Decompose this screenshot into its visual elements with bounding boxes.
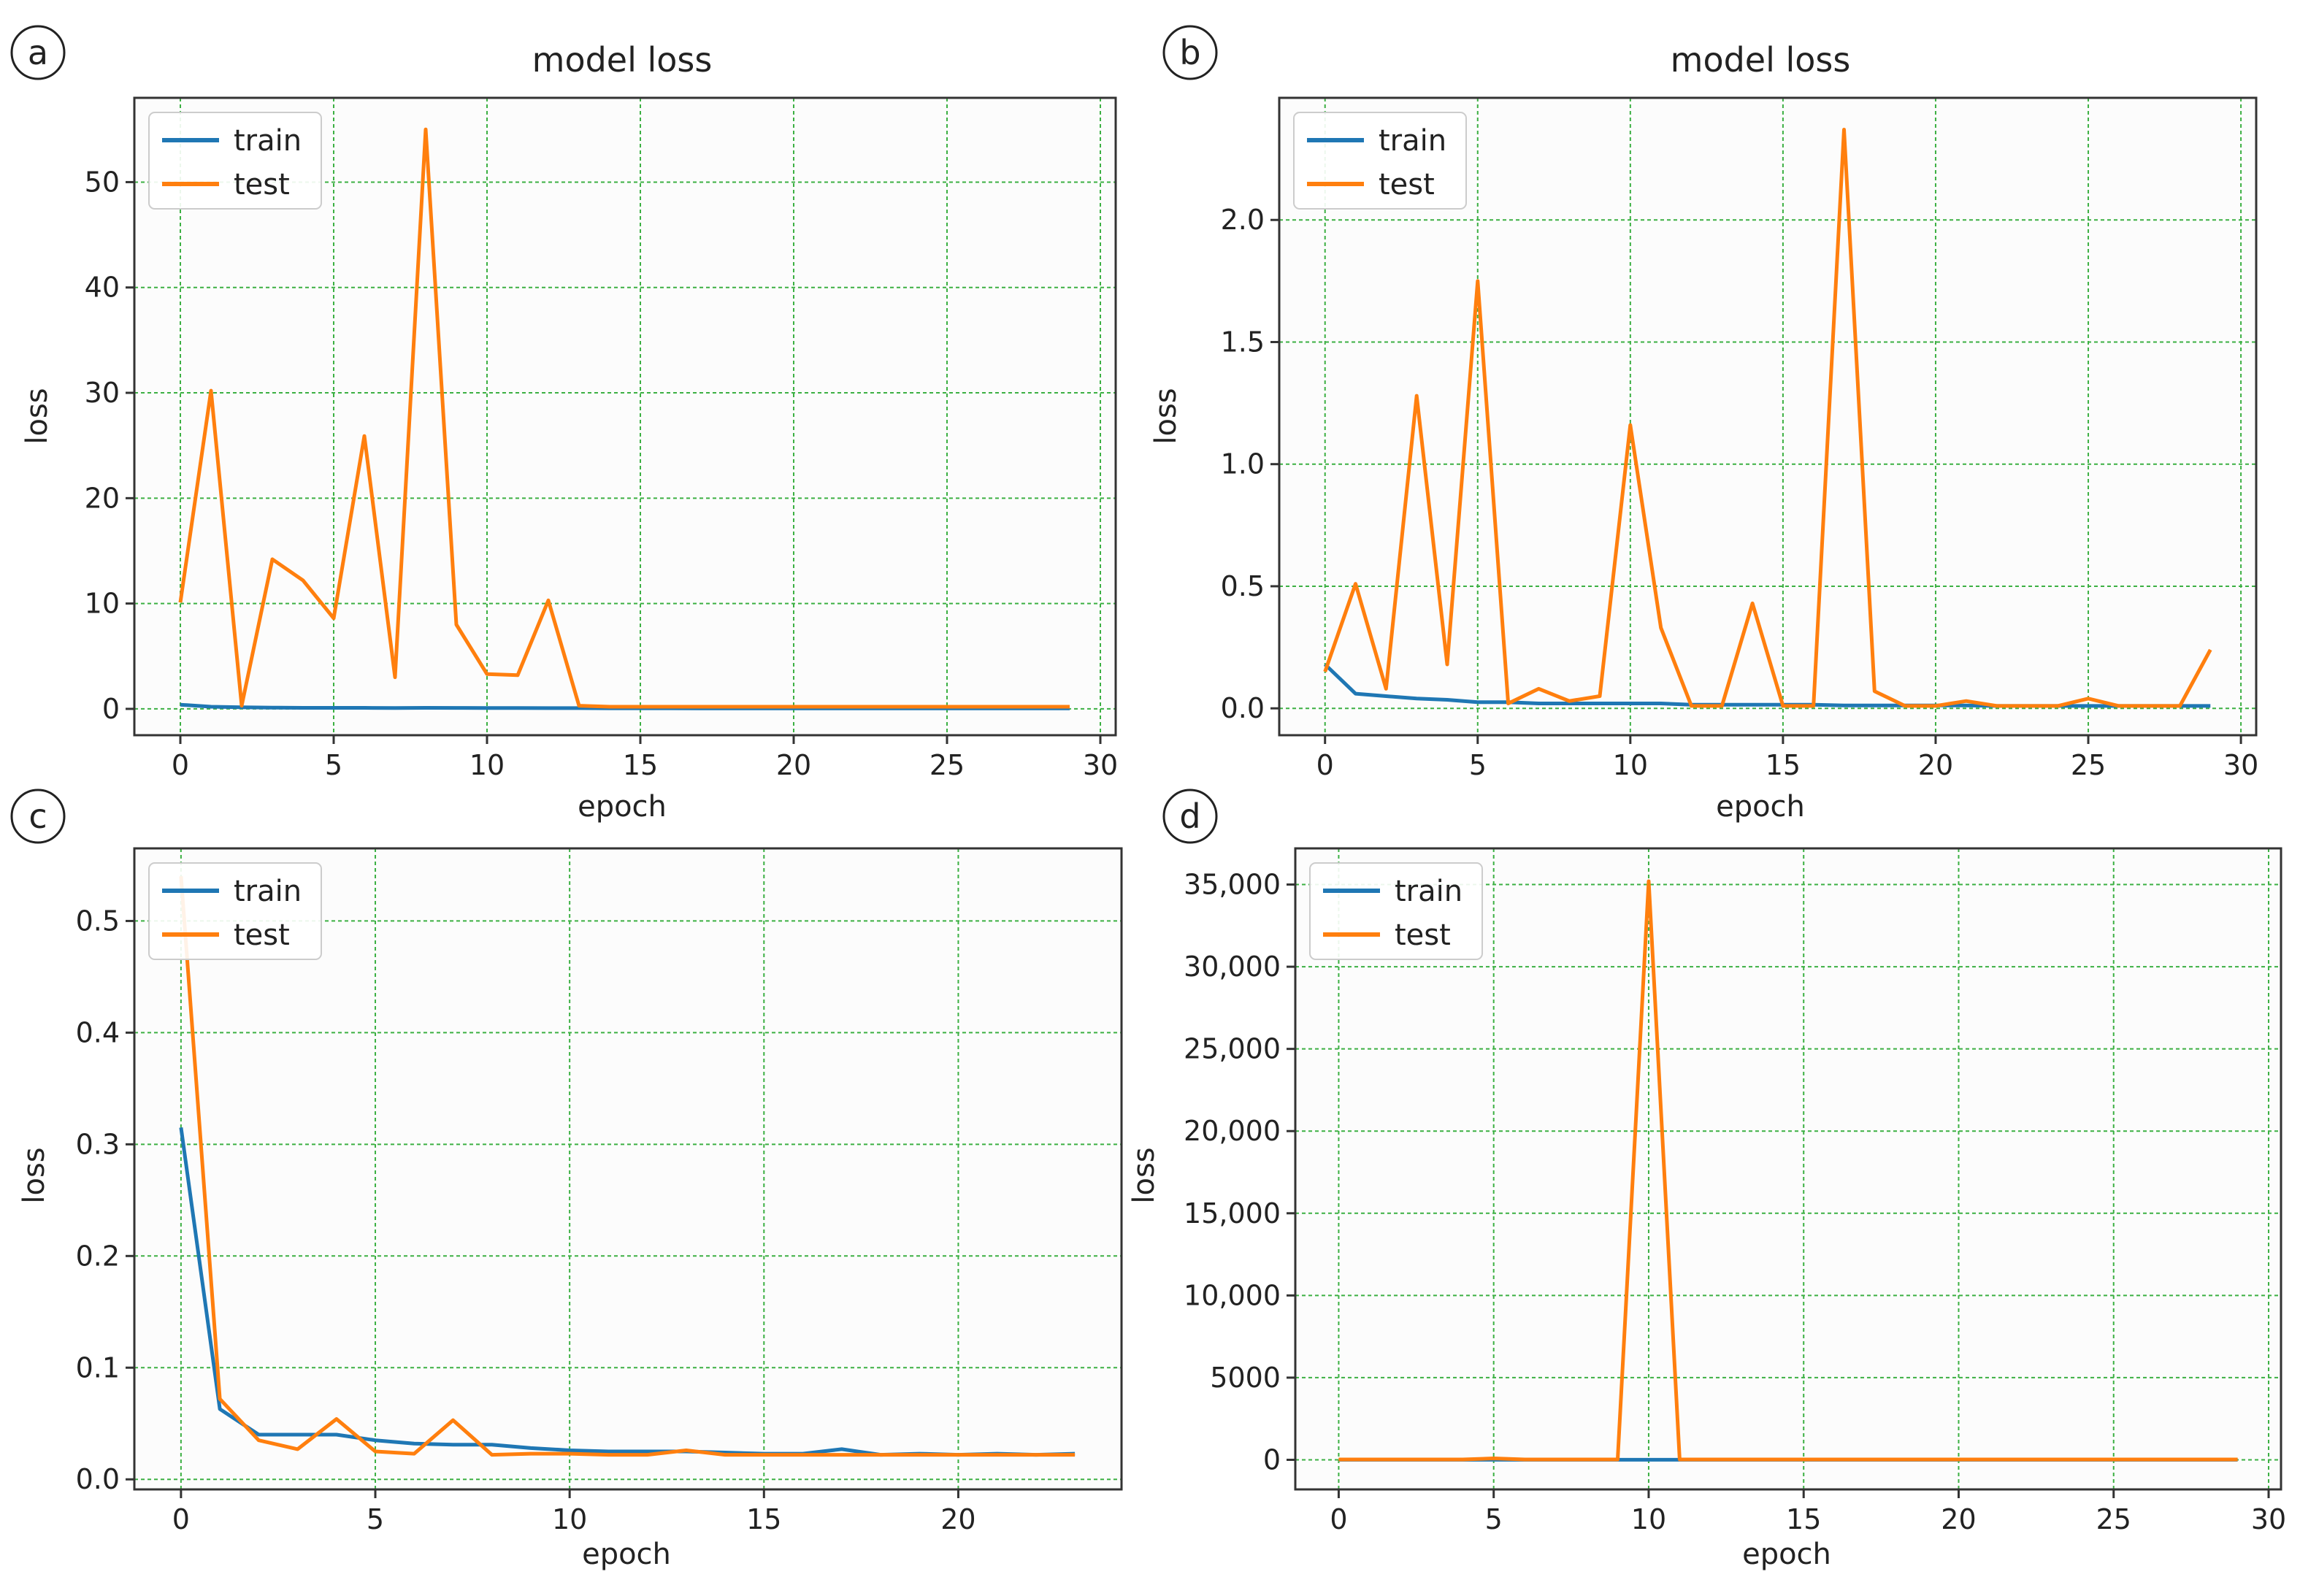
x-tick-label: 5 bbox=[1485, 1503, 1503, 1535]
x-tick-label: 15 bbox=[623, 749, 658, 781]
legend: train test bbox=[1293, 112, 1467, 210]
axes-frame bbox=[1294, 847, 2282, 1491]
y-axis-label: loss bbox=[1127, 1147, 1161, 1203]
x-axis-label: epoch bbox=[1742, 1538, 1831, 1571]
panel-label-circle bbox=[10, 789, 66, 844]
x-tick-label: 20 bbox=[940, 1503, 975, 1535]
y-axis-label: loss bbox=[1149, 388, 1183, 444]
x-tick-label: 10 bbox=[1631, 1503, 1666, 1535]
y-tick-label: 0.1 bbox=[76, 1351, 120, 1384]
x-axis-label: epoch bbox=[1716, 790, 1805, 824]
y-tick-label: 0 bbox=[102, 693, 120, 725]
x-tick-label: 0 bbox=[172, 749, 189, 781]
y-tick-label: 5000 bbox=[1210, 1362, 1281, 1394]
y-tick-label: 50 bbox=[85, 166, 120, 198]
x-tick-label: 30 bbox=[1083, 749, 1118, 781]
axes-frame bbox=[133, 847, 1123, 1491]
series-line-test bbox=[178, 127, 1070, 709]
y-axis-label: loss bbox=[20, 388, 54, 444]
x-tick-label: 25 bbox=[2071, 749, 2106, 781]
y-tick-label: 35,000 bbox=[1184, 869, 1281, 901]
x-tick-label: 5 bbox=[325, 749, 342, 781]
series-line-test bbox=[1323, 128, 2212, 708]
legend: train test bbox=[148, 862, 322, 960]
panel-label-circle bbox=[1162, 25, 1218, 80]
chart-panel-d: 0 5 10 15 20 25 30 0 5000 10,000 15,000 20,000 25,00… bbox=[1127, 789, 2286, 1571]
legend-label-test: test bbox=[1395, 918, 1451, 952]
legend-label-train: train bbox=[234, 875, 302, 908]
x-tick-label: 10 bbox=[469, 749, 505, 781]
y-tick-label: 20 bbox=[85, 482, 120, 514]
x-axis-label: epoch bbox=[582, 1538, 671, 1571]
y-tick-label: 1.5 bbox=[1221, 326, 1265, 358]
legend-label-test: test bbox=[1379, 168, 1435, 202]
x-tick-label: 0 bbox=[1330, 1503, 1347, 1535]
axes-frame bbox=[1278, 96, 2258, 737]
y-tick-label: 20,000 bbox=[1184, 1115, 1281, 1147]
y-tick-label: 0.2 bbox=[76, 1240, 120, 1272]
x-tick-label: 0 bbox=[1316, 749, 1334, 781]
chart-panel-b: 0 5 10 15 20 25 30 0.0 0.5 1.0 1.5 2.0 model loss epo… bbox=[1149, 25, 2258, 824]
legend-label-test: test bbox=[234, 168, 290, 202]
x-tick-label: 15 bbox=[1786, 1503, 1821, 1535]
y-tick-label: 0.5 bbox=[76, 905, 120, 937]
x-tick-label: 25 bbox=[2096, 1503, 2131, 1535]
panel-label-circle bbox=[1162, 789, 1218, 844]
series-line-test bbox=[179, 876, 1076, 1457]
panel-label: d bbox=[1179, 797, 1200, 836]
panel-label: a bbox=[28, 33, 48, 72]
panel-label-circle bbox=[10, 25, 66, 80]
y-tick-label: 30,000 bbox=[1184, 951, 1281, 983]
x-tick-label: 0 bbox=[172, 1503, 190, 1535]
y-tick-label: 0.3 bbox=[76, 1128, 120, 1160]
x-tick-label: 5 bbox=[1469, 749, 1487, 781]
x-tick-label: 30 bbox=[2251, 1503, 2286, 1535]
x-tick-label: 10 bbox=[1613, 749, 1648, 781]
x-tick-label: 20 bbox=[1941, 1503, 1976, 1535]
legend-label-test: test bbox=[234, 918, 290, 952]
x-tick-label: 15 bbox=[1766, 749, 1801, 781]
series-line-test bbox=[1338, 879, 2238, 1462]
legend-label-train: train bbox=[1379, 124, 1446, 158]
y-axis-label: loss bbox=[18, 1147, 51, 1203]
legend-label-train: train bbox=[1395, 875, 1463, 908]
chart-title: model loss bbox=[532, 40, 713, 80]
legend-label-train: train bbox=[234, 124, 302, 158]
x-tick-label: 10 bbox=[552, 1503, 587, 1535]
axes-frame bbox=[133, 96, 1117, 737]
chart-title: model loss bbox=[1671, 40, 1851, 80]
chart-panel-a: 0 5 10 15 20 25 30 0 10 20 30 40 50 model loss epoch lo… bbox=[10, 25, 1118, 824]
x-tick-label: 5 bbox=[367, 1503, 384, 1535]
x-tick-label: 30 bbox=[2223, 749, 2258, 781]
y-tick-label: 0.5 bbox=[1221, 570, 1265, 602]
y-tick-label: 10,000 bbox=[1184, 1279, 1281, 1311]
y-tick-label: 0.4 bbox=[76, 1016, 120, 1048]
x-tick-label: 20 bbox=[1918, 749, 1953, 781]
panel-label: c bbox=[28, 797, 47, 836]
y-tick-label: 30 bbox=[85, 377, 120, 409]
x-tick-label: 15 bbox=[746, 1503, 781, 1535]
panel-label: b bbox=[1179, 33, 1200, 72]
y-tick-label: 0.0 bbox=[1221, 692, 1265, 724]
legend: train test bbox=[148, 112, 322, 210]
y-tick-label: 10 bbox=[85, 588, 120, 620]
y-tick-label: 0.0 bbox=[76, 1463, 120, 1495]
x-tick-label: 20 bbox=[776, 749, 811, 781]
x-axis-label: epoch bbox=[578, 790, 667, 824]
y-tick-label: 1.0 bbox=[1221, 448, 1265, 480]
y-tick-label: 15,000 bbox=[1184, 1197, 1281, 1229]
y-tick-label: 40 bbox=[85, 272, 120, 304]
chart-panel-c: 0 5 10 15 20 0.0 0.1 0.2 0.3 0.4 0.5 epoch loss train… bbox=[10, 789, 1123, 1571]
legend: train test bbox=[1309, 862, 1483, 960]
y-tick-label: 2.0 bbox=[1221, 204, 1265, 236]
y-tick-label: 25,000 bbox=[1184, 1033, 1281, 1065]
y-tick-label: 0 bbox=[1263, 1443, 1281, 1476]
x-tick-label: 25 bbox=[929, 749, 965, 781]
